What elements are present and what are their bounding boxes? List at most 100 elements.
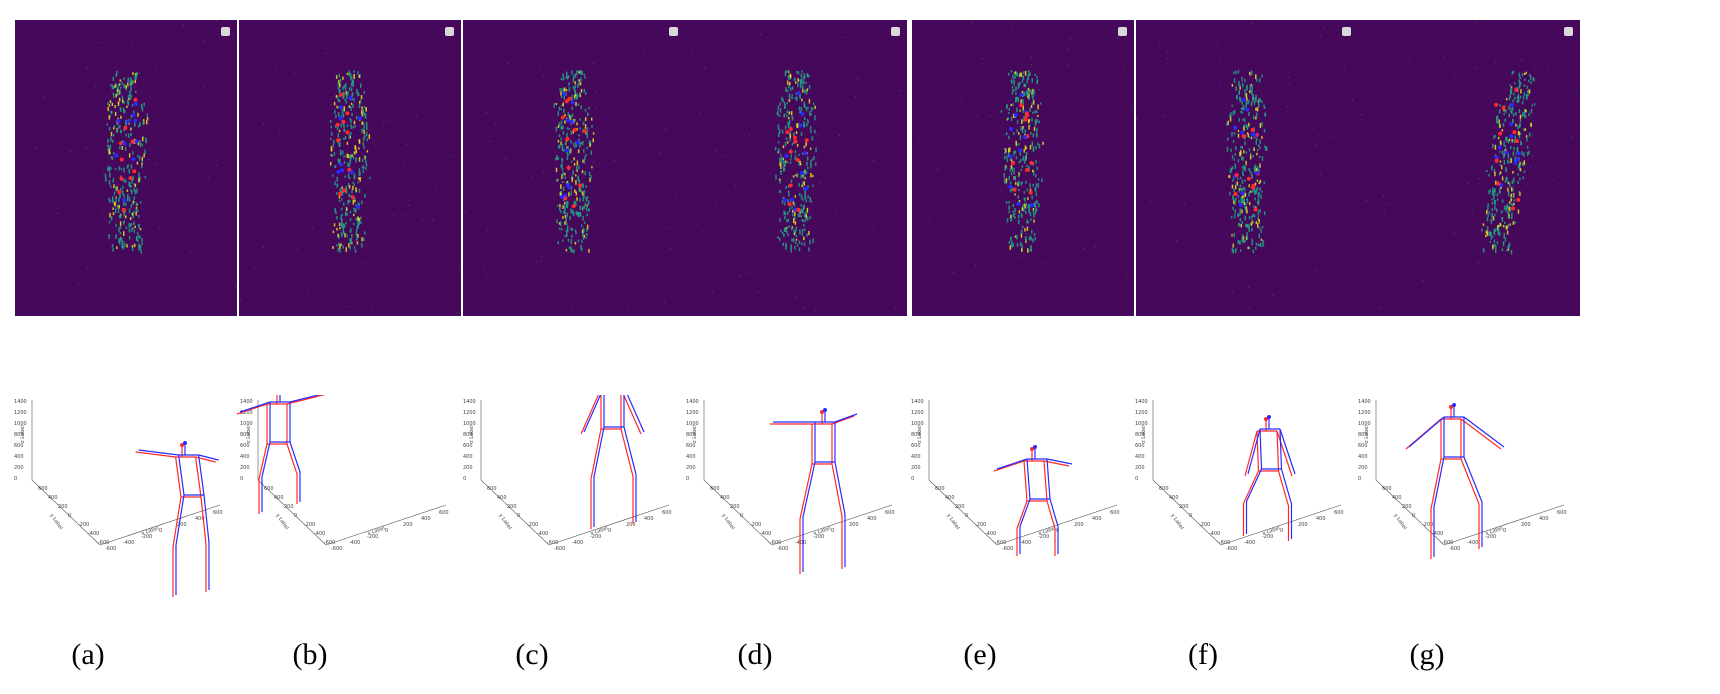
y-tick: 0 [517, 513, 520, 519]
y-tick: -200 [975, 522, 986, 528]
x-tick: 600 [1334, 510, 1344, 516]
z-axis-label: z Label [1141, 425, 1147, 443]
x-tick: -600 [105, 546, 116, 552]
x-tick: 200 [849, 522, 859, 528]
y-tick: -400 [985, 531, 996, 537]
x-tick: -400 [572, 540, 583, 546]
z-tick: 800 [911, 432, 921, 438]
z-tick: 0 [14, 476, 17, 482]
y-tick: 0 [68, 513, 71, 519]
pose-plot-d: 1400 1200 1000 800 600 400 200 0 600 400 200 0 -200-… [682, 395, 914, 605]
x-tick: 200 [1521, 522, 1531, 528]
z-tick: 1400 [14, 399, 27, 405]
z-tick: 1000 [1135, 421, 1148, 427]
x-tick: -600 [331, 546, 342, 552]
y-tick: 600 [487, 486, 497, 492]
x-tick: 400 [644, 516, 654, 522]
z-tick: 400 [1135, 454, 1145, 460]
z-tick: 200 [686, 465, 696, 471]
y-tick: -600 [770, 540, 781, 546]
y-tick: 200 [284, 504, 294, 510]
x-axis-label: x Label [141, 526, 160, 537]
y-tick: -200 [527, 522, 538, 528]
y-tick: 400 [1169, 495, 1179, 501]
event-frame-b [239, 20, 461, 316]
x-tick: -200 [141, 534, 152, 540]
pose-plot-c: 1400 1200 1000 800 600 400 200 0 600 400 200 0 -200-… [459, 373, 691, 605]
x-tick: -400 [795, 540, 806, 546]
z-tick: 800 [463, 432, 473, 438]
z-tick: 400 [1358, 454, 1368, 460]
z-tick: 600 [14, 443, 24, 449]
y-tick: 600 [38, 486, 48, 492]
y-tick: 400 [274, 495, 284, 501]
x-tick: 600 [885, 510, 895, 516]
x-axis-label: x Label [367, 526, 386, 537]
y-tick: -600 [1219, 540, 1230, 546]
y-tick: -400 [760, 531, 771, 537]
ground-truth-skeleton [138, 440, 219, 595]
z-tick: 1400 [1135, 399, 1148, 405]
y-tick: 0 [740, 513, 743, 519]
frame-badge [669, 27, 678, 36]
y-tick: 400 [720, 495, 730, 501]
y-axis-label: y Label [274, 513, 289, 531]
z-tick: 400 [463, 454, 473, 460]
x-axis-label: x Label [813, 526, 832, 537]
ground-truth-skeleton [583, 373, 645, 527]
y-axis-label: y Label [497, 513, 512, 531]
ground-truth-skeleton [1408, 403, 1505, 557]
x-tick: -200 [1262, 534, 1273, 540]
z-tick: 400 [240, 454, 250, 460]
frame-badge [1118, 27, 1127, 36]
x-tick: 200 [1298, 522, 1308, 528]
x-tick: 600 [1557, 510, 1567, 516]
y-tick: -600 [995, 540, 1006, 546]
x-tick: 400 [1316, 516, 1326, 522]
x-tick: 600 [1110, 510, 1120, 516]
frame-badge [1564, 27, 1573, 36]
y-tick: -400 [88, 531, 99, 537]
z-tick: 0 [686, 476, 689, 482]
y-tick: 600 [1159, 486, 1169, 492]
y-tick: -200 [304, 522, 315, 528]
z-tick: 600 [240, 443, 250, 449]
x-tick: -400 [1467, 540, 1478, 546]
panel-caption-c: (c) [515, 638, 549, 671]
x-tick: 400 [421, 516, 431, 522]
y-tick: -600 [324, 540, 335, 546]
y-tick: -400 [1209, 531, 1220, 537]
z-tick: 600 [1135, 443, 1145, 449]
z-tick: 200 [240, 465, 250, 471]
z-tick: 1400 [686, 399, 699, 405]
z-tick: 1000 [1358, 421, 1371, 427]
y-tick: 600 [710, 486, 720, 492]
z-tick: 0 [1358, 476, 1361, 482]
predicted-skeleton [236, 388, 348, 514]
x-axis-label: x Label [590, 526, 609, 537]
z-tick: 600 [911, 443, 921, 449]
z-tick: 0 [911, 476, 914, 482]
y-tick: 0 [294, 513, 297, 519]
y-tick: -200 [1422, 522, 1433, 528]
panel-caption-d: (d) [737, 638, 773, 671]
z-tick: 1400 [240, 399, 253, 405]
event-frame-a [15, 20, 237, 316]
z-tick: 400 [911, 454, 921, 460]
panel-caption-e: (e) [963, 638, 997, 671]
x-tick: 0 [1280, 528, 1283, 534]
x-tick: -600 [1002, 546, 1013, 552]
z-tick: 800 [1135, 432, 1145, 438]
pose-plot-e: 1400 1200 1000 800 600 400 200 0 600 400 200 0 -200-… [907, 395, 1139, 605]
z-tick: 1200 [1135, 410, 1148, 416]
y-tick: 600 [1382, 486, 1392, 492]
ground-truth-skeleton [996, 444, 1073, 554]
ground-truth-skeleton [239, 386, 351, 512]
z-tick: 200 [1358, 465, 1368, 471]
z-tick: 1400 [911, 399, 924, 405]
z-axis-label: z Label [1364, 425, 1370, 443]
z-tick: 600 [463, 443, 473, 449]
x-tick: -600 [554, 546, 565, 552]
y-tick: -400 [537, 531, 548, 537]
x-tick: 200 [626, 522, 636, 528]
